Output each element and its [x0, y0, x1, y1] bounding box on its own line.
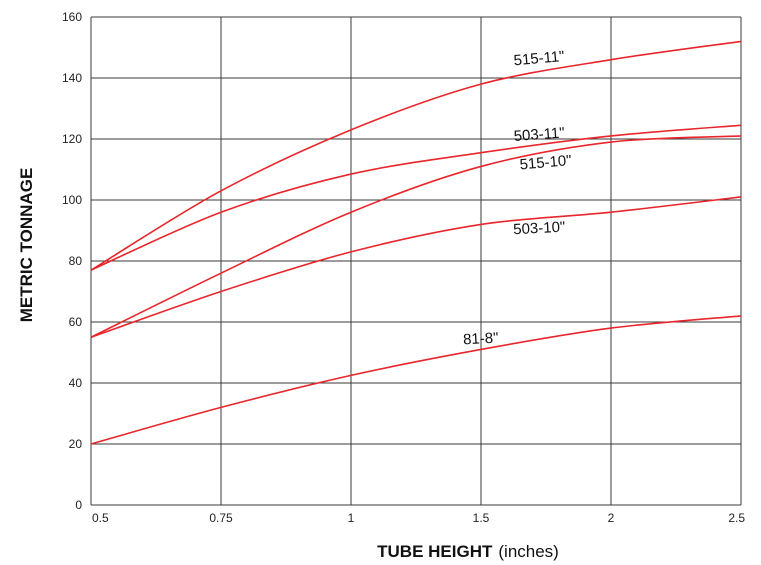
series-lines — [90, 40, 742, 445]
x-axis-title-unit: (inches) — [498, 542, 558, 561]
x-tick-label: 1 — [348, 511, 355, 525]
grid — [90, 16, 742, 506]
y-tick-label: 120 — [62, 132, 82, 146]
y-tick-label: 140 — [62, 71, 82, 85]
x-tick-label: 0.5 — [92, 511, 109, 525]
y-tick-label: 80 — [69, 254, 83, 268]
y-tick-label: 160 — [62, 10, 82, 24]
series-line — [90, 315, 742, 445]
series-labels: 515-11" 503-11" 515-10" 503-10" 81-8" — [463, 48, 573, 348]
y-tick-label: 100 — [62, 193, 82, 207]
series-line — [90, 196, 742, 339]
x-tick-label: 0.75 — [209, 511, 233, 525]
series-line — [90, 40, 742, 271]
series-label: 503-10" — [513, 219, 566, 239]
x-tick-label: 2 — [608, 511, 615, 525]
series-line — [90, 135, 742, 338]
x-tick-label: 1.5 — [473, 511, 490, 525]
x-tick-labels: 0.5 0.75 1 1.5 2 2.5 — [92, 511, 745, 525]
y-tick-labels: 0 20 40 60 80 100 120 140 160 — [62, 10, 82, 512]
series-label: 81-8" — [463, 330, 499, 349]
series-label: 503-11" — [513, 124, 565, 145]
x-tick-label: 2.5 — [728, 511, 745, 525]
x-axis-title-main: TUBE HEIGHT — [377, 542, 493, 561]
y-tick-label: 40 — [69, 376, 83, 390]
series-line — [90, 124, 742, 271]
series-label: 515-11" — [513, 48, 565, 69]
y-axis-title: METRIC TONNAGE — [17, 168, 36, 323]
y-tick-label: 0 — [75, 498, 82, 512]
x-axis-title: TUBE HEIGHT (inches) — [377, 542, 559, 561]
y-tick-label: 60 — [69, 315, 83, 329]
series-label: 515-10" — [519, 152, 572, 173]
y-tick-label: 20 — [69, 437, 83, 451]
